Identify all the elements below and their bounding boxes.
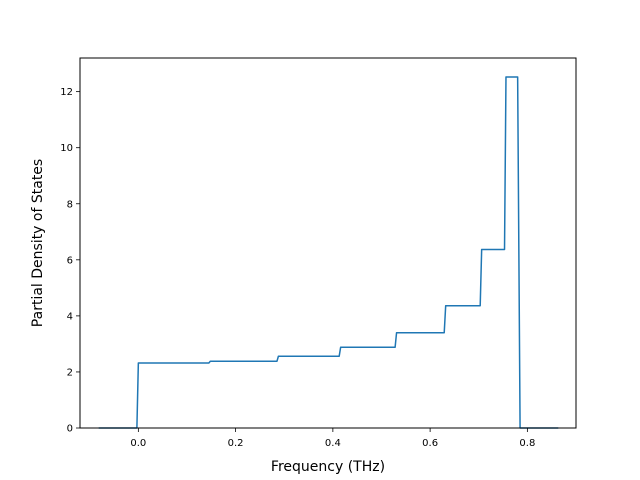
x-axis-title: Frequency (THz): [271, 459, 385, 475]
plot-frame: [79, 57, 577, 429]
x-tick-label: 0.0: [130, 438, 146, 449]
y-tick-label: 8: [67, 199, 73, 210]
y-tick-label: 6: [67, 255, 73, 266]
y-axis-ticks: 0 2 4 6 8 10 12: [60, 87, 80, 435]
series-layer: [98, 76, 559, 429]
y-tick-label: 12: [60, 87, 73, 98]
x-tick-label: 0.6: [422, 438, 438, 449]
y-axis-title: Partial Density of States: [30, 159, 46, 327]
x-tick-label: 0.2: [228, 438, 244, 449]
series-line-0: [98, 76, 559, 429]
y-tick-label: 4: [67, 311, 73, 322]
y-tick-label: 10: [60, 143, 73, 154]
y-tick-label: 0: [67, 424, 73, 435]
x-axis-ticks: 0.0 0.2 0.4 0.6 0.8: [130, 428, 535, 449]
x-tick-label: 0.8: [519, 438, 535, 449]
plot-area: [80, 58, 576, 428]
x-tick-label: 0.4: [325, 438, 341, 449]
y-tick-label: 2: [67, 367, 73, 378]
